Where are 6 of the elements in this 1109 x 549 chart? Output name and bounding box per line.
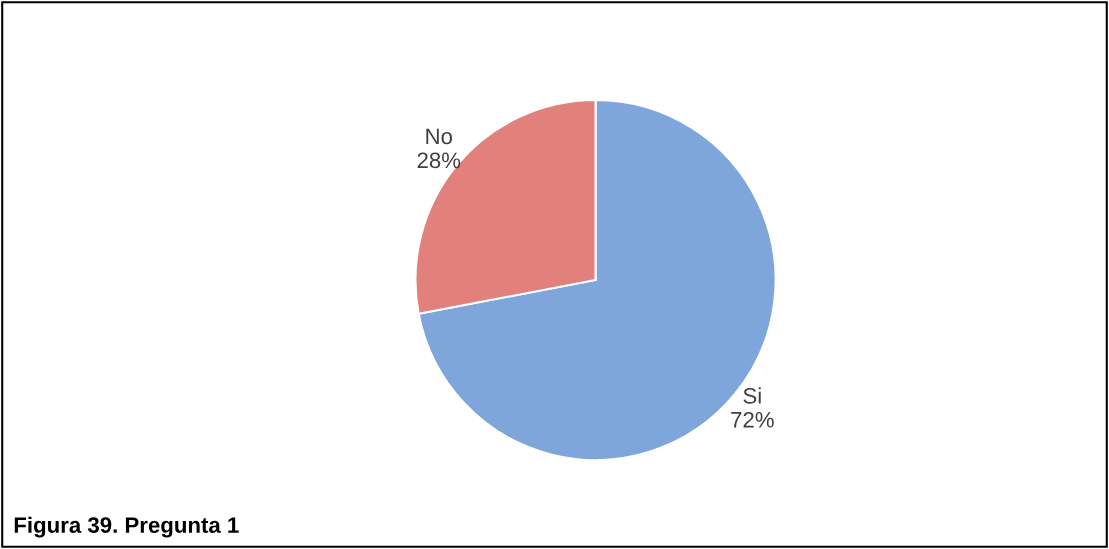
slice-label: Si <box>743 387 761 404</box>
pie-slice <box>417 98 777 462</box>
data-label: 28% <box>417 152 461 169</box>
data-label: 72% <box>731 411 774 428</box>
slice-label: No <box>426 128 453 145</box>
text: Figura 39. Pregunta 1 <box>14 516 239 538</box>
